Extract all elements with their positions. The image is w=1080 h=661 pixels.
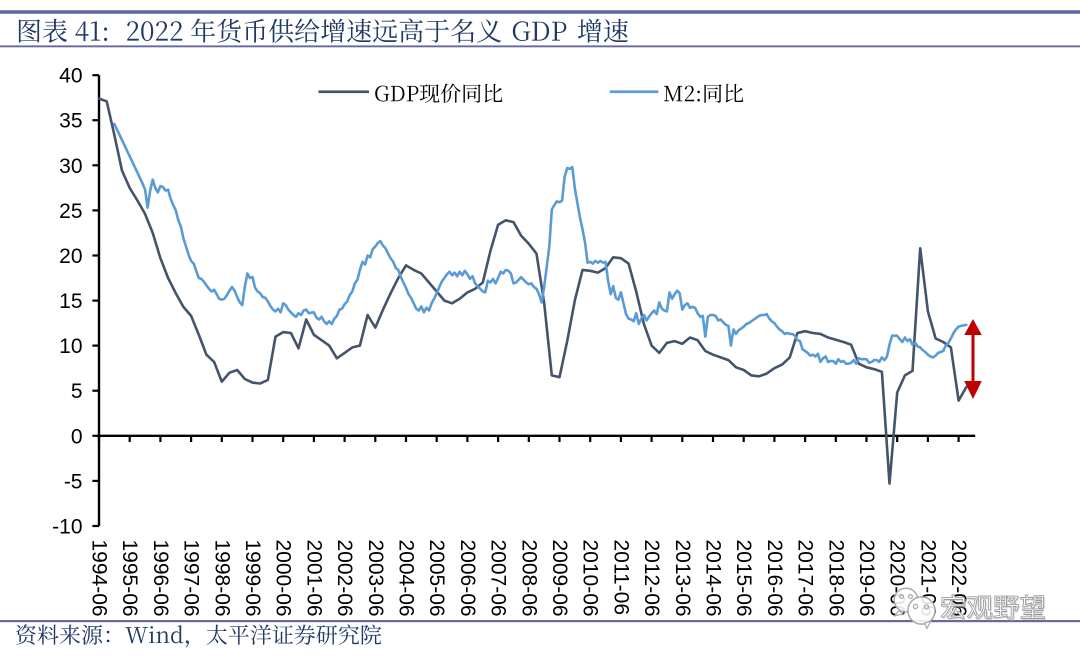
svg-text:-10: -10 xyxy=(52,516,82,539)
svg-text:2019-06: 2019-06 xyxy=(855,540,878,617)
svg-text:2007-06: 2007-06 xyxy=(487,540,510,617)
svg-text:2011-06: 2011-06 xyxy=(609,540,632,616)
svg-text:15: 15 xyxy=(59,290,82,313)
svg-text:2002-06: 2002-06 xyxy=(333,540,356,617)
svg-text:2014-06: 2014-06 xyxy=(702,540,725,617)
svg-text:40: 40 xyxy=(59,65,82,88)
svg-text:0: 0 xyxy=(71,425,83,448)
svg-text:2003-06: 2003-06 xyxy=(364,540,387,617)
svg-text:2015-06: 2015-06 xyxy=(732,540,755,617)
svg-text:2010-06: 2010-06 xyxy=(579,540,602,617)
svg-text:25: 25 xyxy=(59,200,82,223)
svg-text:2004-06: 2004-06 xyxy=(395,540,418,617)
svg-text:-5: -5 xyxy=(64,470,83,493)
svg-text:2017-06: 2017-06 xyxy=(794,540,817,617)
svg-text:2012-06: 2012-06 xyxy=(640,540,663,617)
svg-text:2009-06: 2009-06 xyxy=(548,540,571,617)
svg-text:2006-06: 2006-06 xyxy=(456,540,479,617)
svg-text:2008-06: 2008-06 xyxy=(517,540,540,617)
svg-text:2018-06: 2018-06 xyxy=(824,540,847,617)
svg-text:5: 5 xyxy=(71,380,83,403)
svg-text:2013-06: 2013-06 xyxy=(671,540,694,617)
svg-text:1995-06: 1995-06 xyxy=(118,540,141,617)
svg-text:30: 30 xyxy=(59,155,82,178)
svg-text:10: 10 xyxy=(59,335,82,358)
svg-text:2000-06: 2000-06 xyxy=(272,540,295,617)
svg-text:1994-06: 1994-06 xyxy=(88,540,111,617)
svg-text:2005-06: 2005-06 xyxy=(425,540,448,617)
svg-text:35: 35 xyxy=(59,110,82,133)
svg-text:1999-06: 1999-06 xyxy=(241,540,264,617)
svg-text:1996-06: 1996-06 xyxy=(149,540,172,617)
svg-text:20: 20 xyxy=(59,245,82,268)
svg-text:2016-06: 2016-06 xyxy=(763,540,786,617)
svg-text:1998-06: 1998-06 xyxy=(210,540,233,617)
svg-text:2001-06: 2001-06 xyxy=(302,540,325,617)
svg-text:1997-06: 1997-06 xyxy=(180,540,203,617)
